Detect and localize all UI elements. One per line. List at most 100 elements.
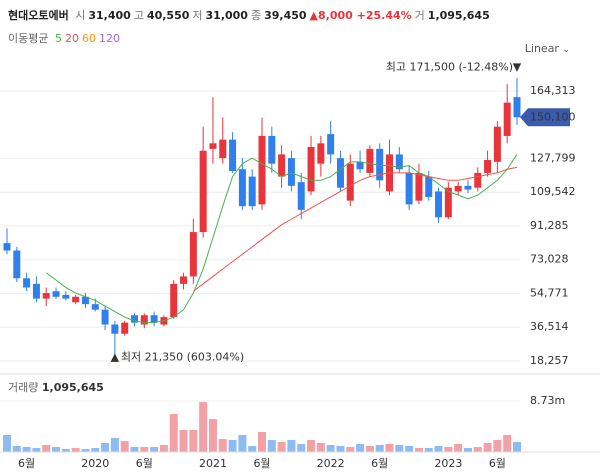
volume-bar [395, 444, 404, 452]
candle-body [13, 250, 21, 279]
candle-body [484, 159, 492, 173]
candle-body [268, 135, 276, 164]
ma-period: 5 [54, 32, 62, 45]
candle-body [493, 126, 501, 162]
volume-bar [150, 446, 159, 452]
header-label: 종 [250, 9, 262, 22]
volume-bar [189, 430, 198, 452]
volume-bar [238, 435, 247, 452]
volume-bar [473, 446, 482, 452]
candle-body [32, 283, 40, 299]
y-tick-label: 73,028 [530, 253, 569, 266]
scale-dropdown[interactable]: Linear ⌄ [524, 42, 570, 55]
volume-bar [483, 443, 492, 452]
volume-bar [159, 444, 168, 452]
volume-bar [12, 445, 21, 452]
y-tick-label: 8.73m [530, 394, 565, 407]
candle-body [503, 102, 511, 136]
volume-bar [32, 448, 41, 452]
volume-bar [52, 446, 61, 452]
volume-bar [385, 443, 394, 452]
stock-name: 현대오토에버 [8, 9, 69, 22]
candle-body [297, 182, 305, 210]
candle-body [42, 293, 50, 299]
header-value: 31,000 [205, 9, 248, 22]
volume-bar [22, 446, 31, 452]
candle-body [287, 158, 295, 186]
low-arrow: ▲ [111, 350, 120, 363]
scale-mode[interactable]: Linear [524, 42, 559, 55]
x-tick-label: 2022 [317, 457, 345, 470]
x-tick-label: 6월 [136, 457, 153, 470]
x-tick-label: 2020 [81, 457, 109, 470]
volume-bar [365, 445, 374, 452]
volume-bar [297, 443, 306, 452]
moving-average [45, 154, 518, 324]
volume-bar [513, 442, 521, 452]
volume-bar [101, 443, 110, 452]
candle-body [62, 294, 70, 299]
volume-bar [267, 440, 276, 452]
candle-body [356, 161, 364, 170]
volume-bar [326, 444, 335, 452]
candle-body [229, 139, 237, 172]
volume-bar [169, 414, 178, 452]
volume-title-label: 거래량 [8, 381, 38, 394]
candle-body [464, 185, 472, 190]
volume-bar [71, 448, 80, 452]
volume-bar [208, 419, 217, 452]
volume-bar [140, 446, 149, 452]
last-price-tag [520, 108, 570, 127]
volume-bar [454, 443, 463, 452]
header-value: 40,550 [146, 9, 190, 22]
header-change: ▲8,000 +25.44% [309, 9, 412, 22]
volume-title-value: 1,095,645 [42, 381, 104, 394]
ma-legend-label: 이동평균 [8, 32, 49, 45]
candle-body [435, 191, 443, 218]
candle-body [52, 291, 60, 297]
volume-bar [444, 446, 453, 452]
x-tick-label: 6월 [489, 457, 506, 470]
candle-body [454, 185, 462, 192]
volume-bar [375, 444, 384, 452]
candle-body [91, 304, 99, 310]
volume-bar [316, 443, 325, 452]
volume-bar [199, 402, 208, 452]
header-label: 시 [75, 9, 86, 22]
price-header: 현대오토에버 시 31,400 고 40,550 저 31,000 종 39,450 ▲8,00… [8, 7, 493, 23]
candle-body [278, 154, 286, 177]
candle-body [170, 283, 178, 318]
candle-body [101, 309, 109, 325]
candle-body [258, 135, 266, 205]
ma-period: 20 [64, 32, 79, 45]
candle-body [336, 158, 344, 188]
candle-body [376, 148, 384, 181]
volume-bar [179, 430, 188, 452]
volume-bar [405, 445, 414, 452]
y-tick-label: 54,771 [530, 286, 569, 299]
candle-body [415, 172, 423, 201]
volume-bar [493, 440, 502, 452]
ma-legend: 이동평균 5 20 60 120 [8, 30, 123, 46]
candle-body [150, 315, 158, 323]
y-tick-label: 164,313 [530, 84, 576, 97]
header-label: 저 [192, 9, 203, 22]
y-tick-label: 109,542 [530, 185, 576, 198]
candle-body [474, 172, 482, 188]
candle-body [209, 143, 217, 149]
volume-bar [287, 440, 296, 452]
x-tick-label: 2023 [434, 457, 462, 470]
volume-bar [336, 445, 345, 452]
volume-bar [218, 439, 227, 452]
x-tick-label: 2021 [199, 457, 227, 470]
candle-body [140, 315, 148, 325]
volume-bar [434, 445, 443, 452]
candle-body [111, 324, 119, 334]
volume-bar [42, 444, 51, 452]
volume-bar [414, 448, 423, 452]
low-annotation: 최저 21,350 (603.04%) [121, 350, 244, 363]
x-tick-label: 6월 [18, 457, 35, 470]
ma-period: 60 [81, 32, 96, 45]
